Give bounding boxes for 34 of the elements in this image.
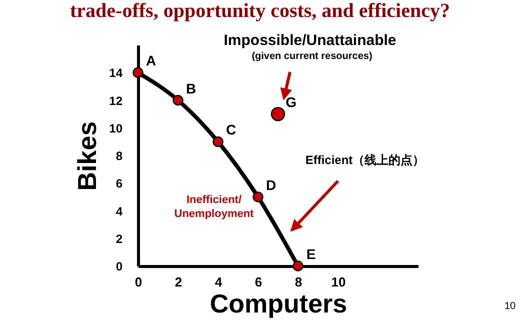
point [270,106,286,122]
annotation: Efficient（线上的点） [305,153,425,167]
chart-title: trade-offs, opportunity costs, and efficiency? [70,0,450,22]
y-tick-label: 2 [116,232,123,246]
point [292,260,304,272]
x-axis-title: Computers [210,288,348,318]
x-tick-label: 8 [294,274,302,290]
y-tick-label: 14 [109,66,123,80]
annotation: C [226,122,236,138]
annotation: Impossible/Unattainable [224,32,396,49]
y-tick-label: 0 [116,260,123,274]
x-tick-label: 2 [174,274,182,290]
point [132,67,144,78]
y-tick-label: 10 [109,121,123,136]
y-tick-label: 6 [116,176,123,191]
annotation: B [186,80,196,96]
x-tick-label: 10 [331,274,346,290]
x-tick-label: 6 [254,274,262,290]
x-tick-label: 0 [134,274,142,290]
y-axis-title: Bikes [72,121,102,191]
y-tick-label: 12 [109,94,123,108]
point [172,94,184,106]
annotation: G [286,94,297,110]
annotation: D [266,176,276,193]
x-tick-label: 4 [214,274,223,290]
annotation: (given current resources) [252,51,372,62]
y-tick-label: 4 [116,204,123,218]
text: 10 [504,301,516,312]
y-tick-label: 8 [116,149,123,163]
annotation: Inefficient/ Unemployment [174,194,254,220]
annotation: A [146,52,156,69]
annotation: E [306,246,316,262]
point [252,192,264,202]
point [212,136,224,148]
